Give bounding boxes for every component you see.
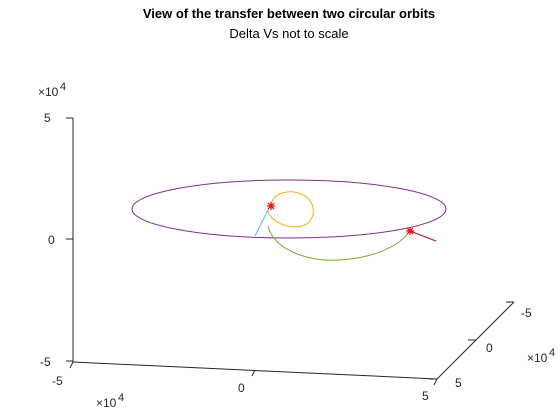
chart-subtitle: Delta Vs not to scale (229, 26, 348, 41)
chart-title: View of the transfer between two circula… (143, 6, 435, 21)
x-tick-label: 5 (422, 389, 429, 403)
x-multiplier: ×10 4 (96, 392, 124, 410)
z-multiplier: ×10 4 (38, 81, 66, 99)
x-tick-mark (251, 369, 256, 377)
svg-text:4: 4 (118, 392, 124, 404)
inner-orbit-line (267, 191, 314, 228)
outer-orbit-line (131, 179, 447, 239)
delta-v-1-line (254, 209, 269, 237)
z-tick-label: -5 (40, 355, 51, 369)
z-tick-label: 5 (44, 111, 51, 125)
z-tick-label: 0 (48, 233, 55, 247)
svg-text:×10: ×10 (527, 351, 548, 365)
x-tick-label: 0 (238, 381, 245, 395)
departure-marker (267, 202, 275, 210)
x-tick-label: -5 (52, 374, 63, 388)
x-tick-mark (433, 378, 438, 386)
x-tick-mark (69, 361, 74, 369)
delta-v-2-line (409, 230, 437, 242)
svg-text:4: 4 (60, 81, 66, 93)
y-tick-label: 0 (486, 341, 493, 355)
svg-text:×10: ×10 (96, 396, 117, 410)
y-multiplier: ×10 4 (527, 347, 555, 365)
y-tick-label: -5 (521, 306, 532, 320)
plot-area (131, 179, 447, 261)
y-tick-label: 5 (455, 376, 462, 390)
svg-text:4: 4 (549, 347, 555, 359)
svg-text:×10: ×10 (38, 85, 59, 99)
transfer-arc-line (267, 225, 411, 261)
arrival-marker (406, 227, 414, 235)
